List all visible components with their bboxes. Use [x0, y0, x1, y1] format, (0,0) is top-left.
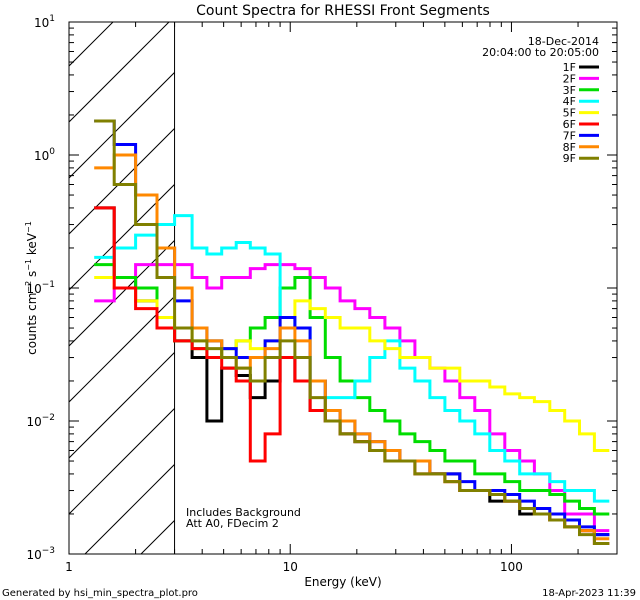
legend-header-0: 18-Dec-2014 [528, 35, 599, 48]
x-tick-label: 100 [500, 560, 523, 574]
legend-label-2F: 2F [563, 72, 576, 85]
legend-header-1: 20:04:00 to 20:05:00 [482, 46, 599, 59]
y-tick-label: 10−1 [26, 280, 55, 296]
y-axis-label: counts cm−2 s−1 keV−1 [24, 221, 39, 355]
series-line-8F [94, 153, 610, 541]
hatch-line [365, 0, 640, 554]
hatch-line [69, 295, 175, 403]
y-tick-label: 100 [34, 147, 55, 163]
x-tick-label: 10 [283, 560, 298, 574]
hatch-line [69, 22, 170, 123]
x-tick-label: 1 [65, 560, 73, 574]
legend-label-1F: 1F [563, 61, 576, 74]
y-tick-label: 10−3 [26, 546, 55, 562]
footer-generated-by: Generated by hsi_min_spectra_plot.pro [2, 588, 198, 599]
y-tick-label: 101 [34, 14, 55, 30]
series-line-5F [94, 276, 610, 452]
annotation-background: Includes Background [186, 506, 301, 519]
legend-label-8F: 8F [563, 141, 576, 154]
hatch-line [69, 183, 175, 291]
footer-timestamp: 18-Apr-2023 11:39 [542, 588, 636, 599]
hatch-line [477, 0, 640, 554]
y-tick-label: 10−2 [26, 413, 55, 429]
series-line-6F [94, 206, 610, 545]
hatch-line [589, 0, 640, 554]
series-line-4F [94, 214, 610, 503]
chart-title: Count Spectra for RHESSI Front Segments [196, 3, 490, 19]
hatch-line [0, 0, 89, 554]
series-group [94, 119, 610, 545]
hatch-line [69, 351, 175, 459]
legend-label-9F: 9F [563, 152, 576, 165]
series-line-1F [94, 206, 610, 537]
legend-label-4F: 4F [563, 95, 576, 108]
legend-label-3F: 3F [563, 84, 576, 97]
hatch-line [421, 0, 640, 554]
hatch-line [69, 407, 175, 515]
hatch-line [533, 0, 640, 554]
legend-label-5F: 5F [563, 107, 576, 120]
legend-label-7F: 7F [563, 129, 576, 142]
legend-label-6F: 6F [563, 118, 576, 131]
axes: 1 10 100 10−3 10−2 10−1 100 101 [26, 14, 618, 574]
annotation-attenuator: Att A0, FDecim 2 [186, 517, 279, 530]
x-axis-label: Energy (keV) [304, 575, 381, 589]
series-line-9F [94, 119, 610, 545]
hatch-line [69, 22, 114, 67]
hatch-line [69, 239, 175, 347]
